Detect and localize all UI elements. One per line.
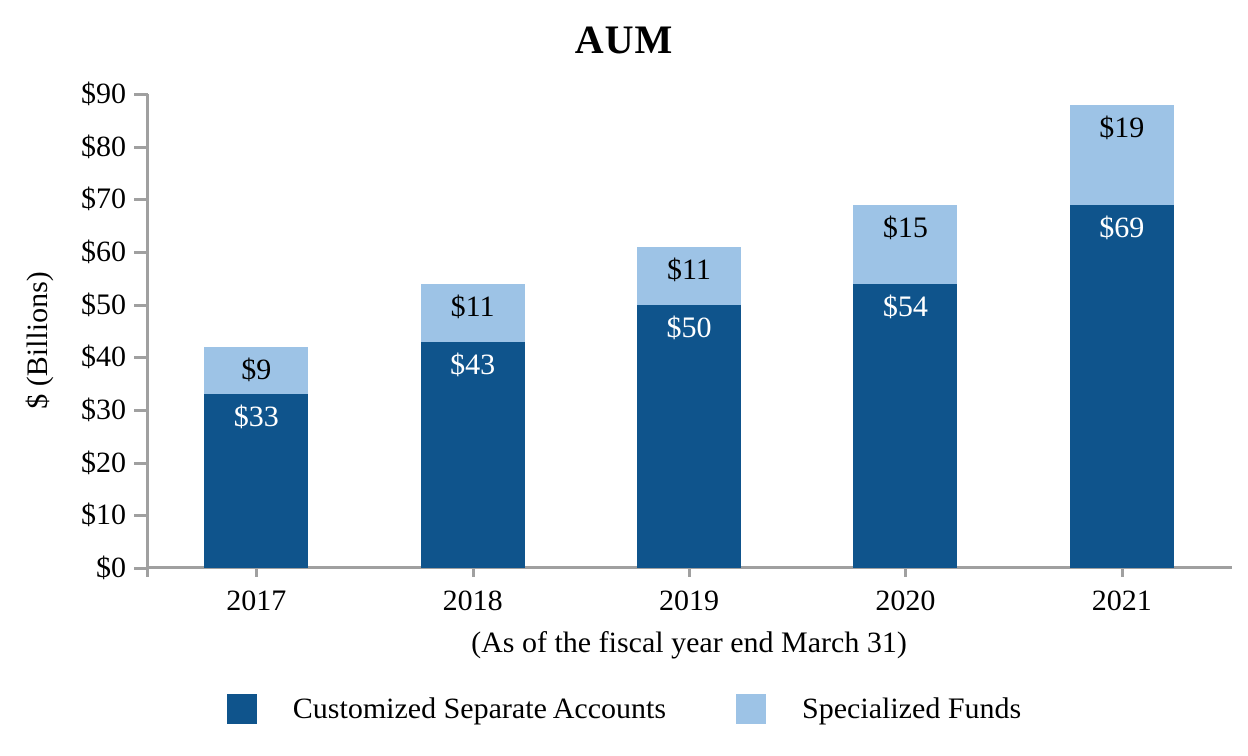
bar-value-label: $11 bbox=[667, 252, 711, 286]
y-axis-tick bbox=[134, 303, 148, 307]
y-axis-tick-label: $10 bbox=[81, 498, 126, 532]
y-axis-tick bbox=[134, 409, 148, 412]
x-axis-tick-label: 2019 bbox=[659, 584, 719, 617]
y-axis-tick bbox=[134, 356, 148, 360]
legend-item-2: Specialized Funds bbox=[736, 692, 1021, 726]
bar-segment-2017-s1 bbox=[204, 346, 309, 395]
bar-segment-2017-s0 bbox=[204, 394, 309, 568]
x-axis-tick-label: 2020 bbox=[875, 584, 936, 617]
bar-value-label: $9 bbox=[241, 352, 272, 386]
x-axis-tick bbox=[471, 568, 475, 577]
y-axis-tick-label: $80 bbox=[81, 129, 126, 163]
legend-label-1: Customized Separate Accounts bbox=[292, 692, 667, 725]
bar-segment-2018-s0 bbox=[420, 341, 525, 568]
bar-value-label: $69 bbox=[1099, 210, 1145, 244]
x-axis-tick-label: 2017 bbox=[226, 584, 287, 617]
x-axis-tick bbox=[904, 568, 908, 577]
x-axis-title: (As of the fiscal year end March 31) bbox=[471, 626, 907, 659]
bar-segment-2021-s1 bbox=[1069, 104, 1174, 205]
bar-segment-2018-s1 bbox=[420, 283, 525, 342]
bar-value-label: $54 bbox=[882, 289, 928, 323]
y-axis-tick bbox=[134, 93, 148, 96]
y-axis-tick-label: $30 bbox=[81, 393, 126, 426]
y-axis-tick-label: $70 bbox=[81, 182, 126, 216]
x-axis-tick-label: 2018 bbox=[442, 584, 503, 617]
x-axis-tick-label: 2021 bbox=[1091, 584, 1152, 617]
chart-title: AUM bbox=[574, 17, 674, 62]
bar-value-label: $19 bbox=[1099, 110, 1145, 144]
x-axis-corner-tick bbox=[146, 568, 149, 577]
bar-segment-2019-s0 bbox=[637, 304, 741, 568]
y-axis-tick-label: $0 bbox=[96, 551, 126, 584]
y-axis-tick bbox=[134, 461, 148, 465]
x-axis-tick bbox=[255, 568, 259, 577]
y-axis-tick-label: $40 bbox=[81, 340, 126, 374]
bar-segment-2019-s1 bbox=[637, 246, 741, 305]
y-axis-tick bbox=[134, 145, 148, 149]
x-axis-tick bbox=[688, 568, 691, 577]
y-axis-tick bbox=[134, 251, 148, 254]
bar-segment-2020-s0 bbox=[853, 283, 958, 568]
bar-segment-2021-s0 bbox=[1069, 204, 1174, 568]
y-axis-tick-label: $90 bbox=[81, 77, 126, 110]
bar-value-label: $11 bbox=[450, 289, 495, 323]
legend: Customized Separate Accounts Specialized … bbox=[0, 692, 1248, 726]
x-axis-tick bbox=[1120, 568, 1124, 577]
y-axis-tick bbox=[134, 198, 148, 202]
legend-swatch-2 bbox=[736, 694, 767, 724]
bar-value-label: $43 bbox=[450, 347, 496, 381]
bar-segment-2020-s1 bbox=[853, 204, 958, 284]
y-axis-tick bbox=[134, 567, 148, 570]
bar-value-label: $33 bbox=[233, 400, 279, 434]
y-axis-line bbox=[146, 94, 149, 571]
bar-value-label: $50 bbox=[666, 310, 712, 344]
y-axis-tick-label: $50 bbox=[81, 287, 126, 321]
legend-swatch-1 bbox=[226, 694, 257, 724]
legend-item-1: Customized Separate Accounts bbox=[226, 692, 667, 726]
y-axis-tick bbox=[134, 514, 148, 518]
bar-value-label: $15 bbox=[882, 210, 928, 244]
legend-label-2: Specialized Funds bbox=[802, 692, 1022, 725]
y-axis-tick-label: $60 bbox=[81, 235, 126, 268]
y-axis-tick-label: $20 bbox=[81, 445, 126, 479]
